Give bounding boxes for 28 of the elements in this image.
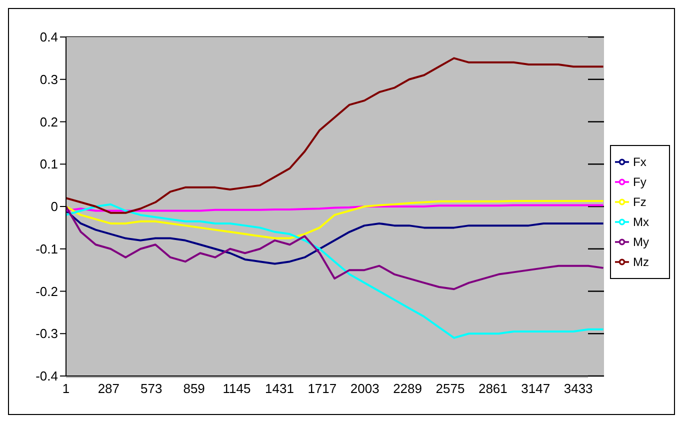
x-tick-label: 2289 [393,381,422,396]
y-tick-label: -0.4 [36,368,58,384]
legend-label: Fy [633,174,646,188]
x-tick-label: 1 [62,381,70,396]
y-tick-label: -0.3 [36,326,58,342]
legend-label: Mz [633,254,649,268]
y-tick-label: -0.1 [36,241,58,256]
y-tick-label: -0.2 [36,284,58,299]
x-tick-label: 1145 [222,381,251,396]
x-tick-label: 859 [183,381,205,396]
legend-label: My [633,234,649,248]
x-tick-label: 2003 [350,381,380,396]
y-tick-label: 0.3 [40,72,58,87]
x-tick-label: 3433 [564,381,593,396]
x-tick-label: 1431 [265,381,294,396]
x-tick-label: 3147 [521,381,550,396]
x-tick-label: 2575 [436,381,465,396]
legend-label: Fx [633,154,646,168]
x-tick-label: 1717 [308,381,337,396]
y-tick-label: 0.2 [40,114,58,130]
x-tick-label: 573 [140,381,162,396]
x-tick-label: 287 [98,381,120,396]
y-tick-label: 0.4 [40,30,58,45]
x-tick-label: 2861 [478,381,508,396]
legend-label: Mx [633,214,649,228]
y-tick-label: 0.1 [40,156,58,172]
y-tick-label: 0 [50,199,58,214]
legend-label: Fz [633,194,646,208]
